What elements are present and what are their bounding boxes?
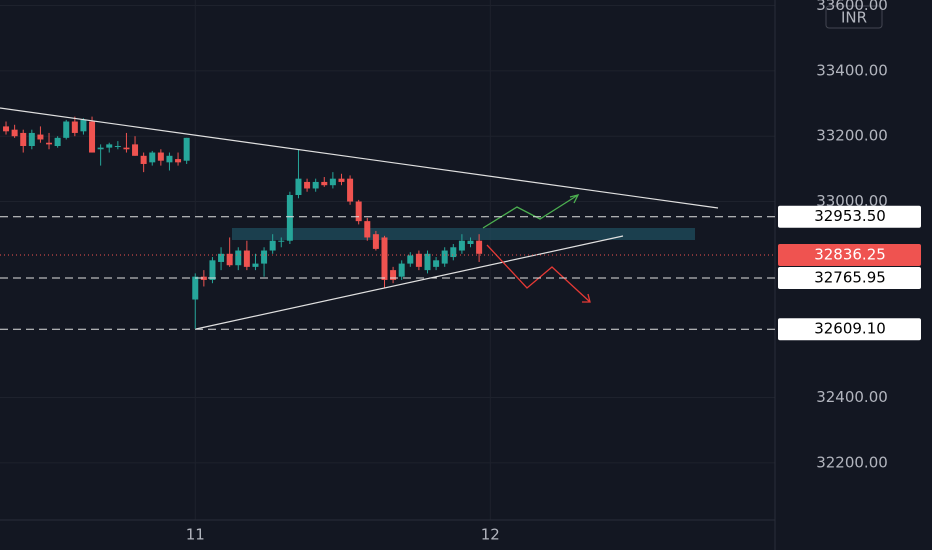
candle-body bbox=[123, 147, 130, 150]
candle-body bbox=[114, 146, 121, 148]
level-label: 32609.10 bbox=[814, 320, 886, 338]
currency-badge bbox=[825, 5, 883, 29]
candle-body bbox=[441, 250, 448, 264]
candle-body bbox=[132, 144, 139, 156]
zone bbox=[232, 228, 695, 240]
level-box bbox=[778, 318, 921, 341]
candle-body bbox=[218, 253, 225, 262]
candle-body bbox=[304, 181, 311, 189]
candle-body bbox=[166, 155, 173, 163]
candle-body bbox=[338, 178, 345, 182]
candle-body bbox=[149, 152, 156, 163]
candle-body bbox=[20, 132, 27, 147]
candle-body bbox=[278, 240, 285, 242]
currency: INR bbox=[841, 9, 867, 27]
candle-body bbox=[424, 253, 431, 271]
candle-body bbox=[89, 121, 96, 153]
level-label: 32953.50 bbox=[814, 207, 886, 225]
level-box bbox=[778, 266, 921, 289]
candle-body bbox=[140, 155, 147, 164]
last-price-label: 32836.25 bbox=[814, 246, 886, 264]
candle-body bbox=[467, 240, 474, 244]
candle-body bbox=[295, 178, 302, 195]
last-price-box bbox=[778, 244, 921, 267]
candle-body bbox=[476, 240, 483, 254]
candle-body bbox=[235, 250, 242, 266]
arrow-head bbox=[582, 293, 591, 303]
candle-body bbox=[407, 255, 414, 264]
candle-body bbox=[71, 121, 78, 133]
levels: 32953.50 32765.95 32609.10 32836.25 bbox=[0, 205, 921, 341]
y-tick-label: 33000.00 bbox=[816, 192, 888, 210]
candle-body bbox=[269, 240, 276, 251]
candle-body bbox=[355, 201, 362, 222]
level-box bbox=[778, 205, 921, 228]
candle-body bbox=[209, 260, 216, 280]
y-tick-label: 33600.00 bbox=[816, 0, 888, 14]
candle-body bbox=[458, 240, 465, 251]
candle-body bbox=[286, 195, 293, 241]
candle-body bbox=[364, 221, 371, 238]
candle-body bbox=[450, 247, 457, 258]
candle-body bbox=[381, 237, 388, 280]
y-tick-label: 33400.00 bbox=[816, 61, 888, 79]
x-tick-label: 11 bbox=[186, 526, 205, 544]
candle-body bbox=[106, 144, 113, 148]
candle-body bbox=[46, 142, 53, 145]
y-tick-label: 32200.00 bbox=[816, 453, 888, 471]
arrow-up bbox=[482, 194, 579, 229]
x-tick-label: 12 bbox=[481, 526, 500, 544]
candle-body bbox=[312, 181, 319, 189]
candle-body bbox=[183, 137, 190, 161]
candle-body bbox=[192, 276, 199, 300]
candle-body bbox=[415, 253, 422, 267]
candle-body bbox=[261, 250, 268, 264]
candle-body bbox=[157, 152, 164, 161]
arrow-head bbox=[569, 194, 580, 204]
level-label: 32765.95 bbox=[814, 268, 886, 286]
candle-body bbox=[97, 147, 104, 150]
trendline-upper bbox=[0, 107, 719, 209]
candle-body bbox=[54, 137, 61, 147]
candle-body bbox=[3, 126, 10, 132]
candle-body bbox=[28, 132, 35, 147]
candle-body bbox=[347, 178, 354, 202]
candle-body bbox=[63, 121, 70, 138]
candle-body bbox=[175, 159, 182, 163]
candle-body bbox=[243, 250, 250, 267]
candle-body bbox=[226, 253, 233, 266]
grid bbox=[0, 0, 775, 520]
candles bbox=[3, 116, 483, 329]
y-tick-label: 32400.00 bbox=[816, 388, 888, 406]
candle-body bbox=[372, 234, 379, 249]
candle-body bbox=[390, 270, 397, 280]
candle-body bbox=[200, 276, 207, 280]
candle-body bbox=[80, 119, 87, 132]
trendline-lower bbox=[195, 235, 624, 330]
candle-body bbox=[398, 263, 405, 277]
candle-body bbox=[329, 178, 336, 186]
y-tick-label: 33200.00 bbox=[816, 127, 888, 145]
candle-body bbox=[321, 181, 328, 186]
candle-body bbox=[11, 129, 18, 137]
candle-body bbox=[252, 263, 259, 267]
candle-body bbox=[433, 260, 440, 267]
candle-body bbox=[37, 134, 44, 140]
